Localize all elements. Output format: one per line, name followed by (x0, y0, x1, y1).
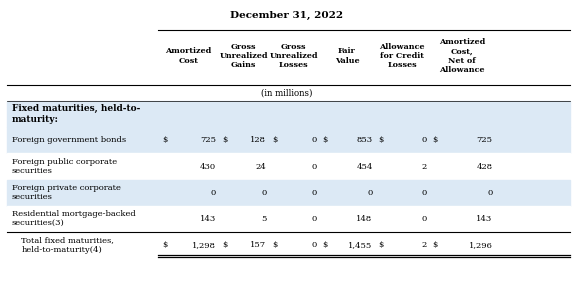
Text: 725: 725 (476, 136, 492, 144)
Bar (7, 100, 570, 128)
Text: Foreign government bonds: Foreign government bonds (11, 136, 126, 144)
Text: $: $ (272, 241, 277, 249)
Text: Foreign public corporate
securities: Foreign public corporate securities (11, 158, 117, 175)
Text: Amortized
Cost,
Net of
Allowance: Amortized Cost, Net of Allowance (439, 38, 485, 74)
Bar (7, 180, 570, 206)
Text: 725: 725 (200, 136, 216, 144)
Bar (7, 154, 570, 180)
Text: $: $ (272, 136, 277, 144)
Text: 1,298: 1,298 (192, 241, 216, 249)
Text: 430: 430 (200, 162, 216, 170)
Text: 0: 0 (422, 214, 427, 223)
Text: 0: 0 (422, 136, 427, 144)
Text: 143: 143 (476, 214, 492, 223)
Text: $: $ (378, 241, 384, 249)
Text: 2: 2 (422, 162, 427, 170)
Bar (7, 128, 570, 154)
Text: $: $ (433, 241, 438, 249)
Bar (7, 232, 570, 259)
Text: 0: 0 (312, 188, 317, 196)
Text: 0: 0 (261, 188, 266, 196)
Text: 0: 0 (312, 162, 317, 170)
Text: Fair
Value: Fair Value (335, 47, 359, 65)
Text: 0: 0 (487, 188, 492, 196)
Text: 853: 853 (356, 136, 373, 144)
Text: 24: 24 (255, 162, 266, 170)
Bar (7, 206, 570, 232)
Text: 1,296: 1,296 (469, 241, 492, 249)
Text: 148: 148 (356, 214, 373, 223)
Text: 0: 0 (211, 188, 216, 196)
Text: Fixed maturities, held-to-
maturity:: Fixed maturities, held-to- maturity: (11, 104, 140, 124)
Text: Gross
Unrealized
Gains: Gross Unrealized Gains (219, 43, 268, 69)
Text: Total fixed maturities,
held-to-maturity(4): Total fixed maturities, held-to-maturity… (21, 237, 114, 254)
Text: $: $ (378, 136, 384, 144)
Text: 0: 0 (312, 136, 317, 144)
Text: Amortized
Cost: Amortized Cost (165, 47, 212, 65)
Text: Allowance
for Credit
Losses: Allowance for Credit Losses (379, 43, 425, 69)
Text: (in millions): (in millions) (261, 88, 313, 97)
Text: 0: 0 (367, 188, 373, 196)
Text: 0: 0 (312, 241, 317, 249)
Text: $: $ (433, 136, 438, 144)
Text: 5: 5 (261, 214, 266, 223)
Text: 2: 2 (422, 241, 427, 249)
Text: $: $ (222, 136, 227, 144)
Text: Residential mortgage-backed
securities(3): Residential mortgage-backed securities(3… (11, 210, 135, 227)
Text: 0: 0 (312, 214, 317, 223)
Text: $: $ (222, 241, 227, 249)
Text: 1,455: 1,455 (348, 241, 373, 249)
Text: 428: 428 (476, 162, 492, 170)
Text: $: $ (162, 241, 167, 249)
Text: Foreign private corporate
securities: Foreign private corporate securities (11, 184, 121, 201)
Text: 143: 143 (200, 214, 216, 223)
Text: December 31, 2022: December 31, 2022 (230, 11, 344, 20)
Text: $: $ (162, 136, 167, 144)
Text: 157: 157 (250, 241, 266, 249)
Text: $: $ (323, 241, 328, 249)
Text: 128: 128 (250, 136, 266, 144)
Text: $: $ (323, 136, 328, 144)
Text: Gross
Unrealized
Losses: Gross Unrealized Losses (270, 43, 318, 69)
Text: 454: 454 (356, 162, 373, 170)
Text: 0: 0 (422, 188, 427, 196)
